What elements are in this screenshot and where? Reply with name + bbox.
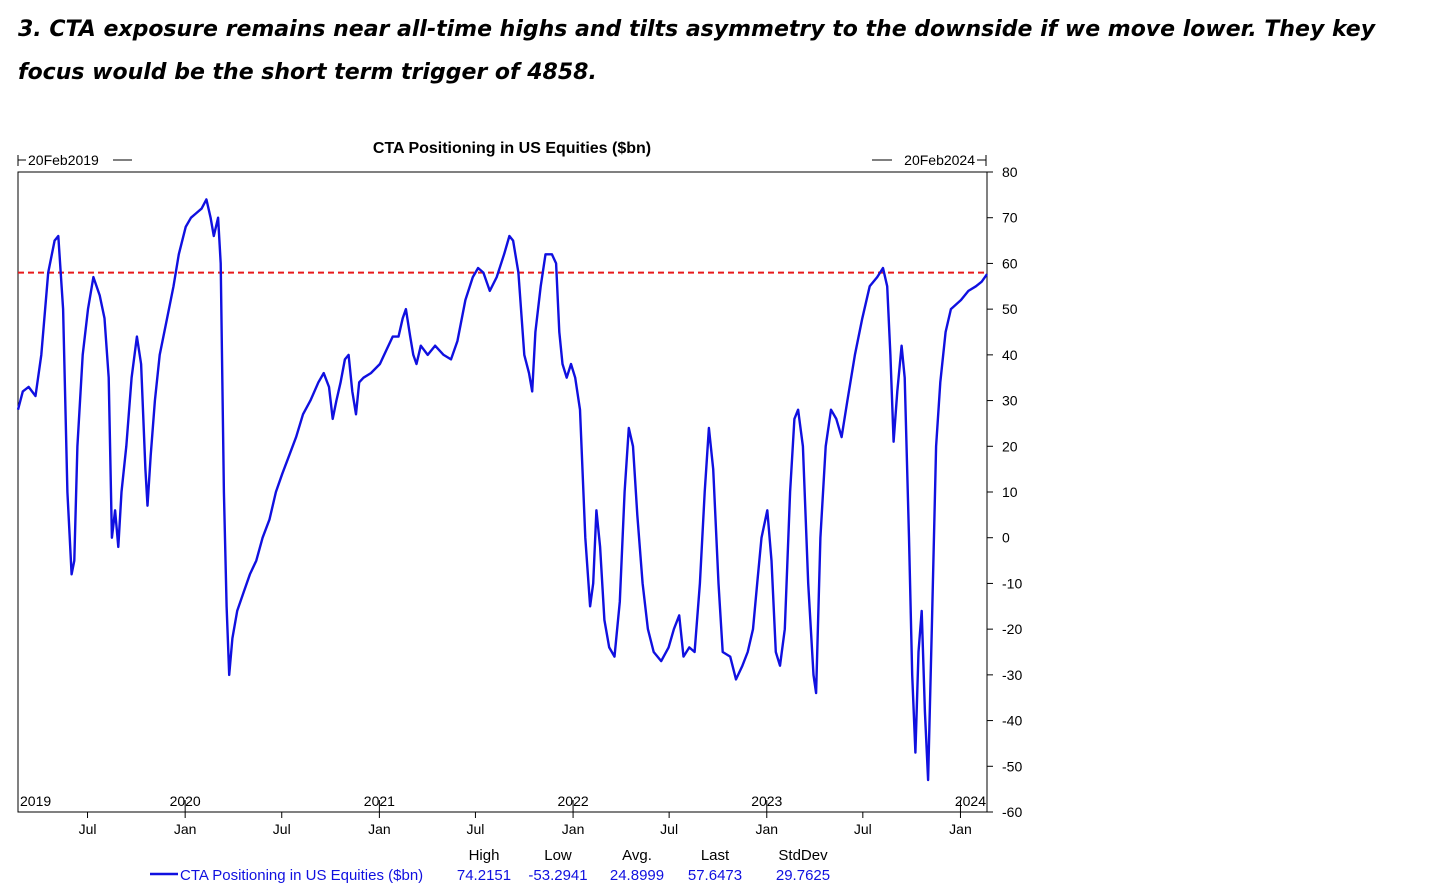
month-label: Jan [562, 821, 585, 837]
stat-value: 24.8999 [610, 867, 664, 884]
month-label: Jan [174, 821, 197, 837]
y-tick-label: 80 [1002, 164, 1018, 180]
stat-value: 57.6473 [688, 867, 742, 884]
y-tick-label: -60 [1002, 804, 1022, 820]
stat-header: High [469, 847, 500, 864]
plot-frame [17, 171, 988, 813]
year-label: 2022 [558, 793, 589, 809]
x-axis: 2019 2020 2021 2022 2023 2024 Jul Jan Jul Jan Jul J… [20, 793, 986, 837]
y-tick-label: 70 [1002, 210, 1018, 226]
year-label: 2024 [955, 793, 986, 809]
stat-header: Avg. [622, 847, 652, 864]
month-label: Jul [79, 821, 97, 837]
range-end-label: 20Feb2024 [904, 152, 975, 168]
stat-header: Low [544, 847, 572, 864]
headline-text: 3. CTA exposure remains near all-time hi… [18, 17, 1376, 85]
y-axis: 80 70 60 50 40 30 20 10 0 -10 -20 -30 -40 -50 -60 [987, 164, 1022, 820]
chart-title: CTA Positioning in US Equities ($bn) [373, 140, 651, 157]
stat-header: Last [701, 847, 730, 864]
month-label: Jul [273, 821, 291, 837]
y-tick-label: -20 [1002, 621, 1022, 637]
y-tick-label: 10 [1002, 484, 1018, 500]
y-tick-label: 20 [1002, 438, 1018, 454]
stat-value: -53.2941 [528, 867, 587, 884]
month-label: Jul [466, 821, 484, 837]
year-label: 2021 [364, 793, 395, 809]
y-tick-label: -50 [1002, 758, 1022, 774]
y-tick-label: 60 [1002, 255, 1018, 271]
series-line-cta-positioning [16, 198, 988, 782]
month-label: Jan [368, 821, 391, 837]
y-tick-label: -10 [1002, 575, 1022, 591]
legend-series-name: CTA Positioning in US Equities ($bn) [180, 867, 423, 884]
year-label: 2020 [170, 793, 201, 809]
legend: High Low Avg. Last StdDev CTA Positioning in … [150, 847, 830, 884]
y-tick-label: 30 [1002, 393, 1018, 409]
month-label: Jan [949, 821, 972, 837]
month-label: Jul [854, 821, 872, 837]
y-tick-label: 0 [1002, 530, 1010, 546]
range-start-label: 20Feb2019 [28, 152, 99, 168]
month-label: Jul [660, 821, 678, 837]
y-tick-label: -40 [1002, 713, 1022, 729]
range-labels: 20Feb2019 20Feb2024 [17, 152, 987, 168]
stat-header: StdDev [778, 847, 828, 864]
stat-value: 29.7625 [776, 867, 830, 884]
month-label: Jan [755, 821, 778, 837]
year-label: 2023 [751, 793, 782, 809]
y-tick-label: 50 [1002, 301, 1018, 317]
stat-value: 74.2151 [457, 867, 511, 884]
year-label: 2019 [20, 793, 51, 809]
y-tick-label: 40 [1002, 347, 1018, 363]
y-tick-label: -30 [1002, 667, 1022, 683]
